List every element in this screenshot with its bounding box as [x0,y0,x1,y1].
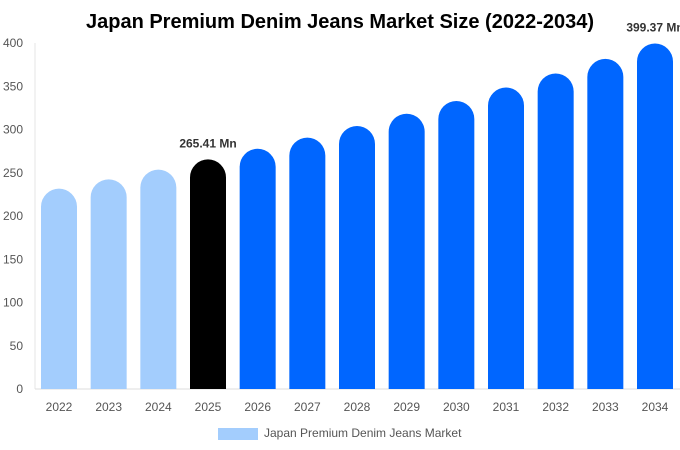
x-tick-label: 2028 [344,400,371,414]
y-tick-label: 200 [3,209,23,223]
y-tick-label: 250 [3,166,23,180]
bar-2034[interactable] [637,43,673,389]
y-tick-label: 300 [3,123,23,137]
bar-2031[interactable] [488,87,524,390]
bar-2032[interactable] [537,73,574,390]
y-tick-label: 350 [3,79,23,93]
bar-2025[interactable] [190,159,226,389]
x-tick-label: 2034 [642,400,669,414]
bar-2024[interactable] [140,169,177,389]
x-tick-label: 2030 [443,400,470,414]
x-axis: 2022 2023 2024 2025 2026 2027 2028 2029 2030 2031… [46,400,669,414]
y-tick-label: 0 [16,382,23,396]
x-tick-label: 2025 [195,400,222,414]
bar-2028[interactable] [339,125,375,390]
x-tick-label: 2026 [244,400,271,414]
data-label-2034: 399.37 Mn [626,21,680,35]
chart-title: Japan Premium Denim Jeans Market Size (2… [86,11,594,33]
bar-2030[interactable] [438,100,475,389]
data-label-2025: 265.41 Mn [179,136,236,150]
x-tick-label: 2031 [493,400,520,414]
data-labels: 265.41 Mn 399.37 Mn [179,21,680,151]
bar-2027[interactable] [289,137,326,389]
x-tick-label: 2033 [592,400,619,414]
bar-2023[interactable] [90,179,127,389]
y-tick-label: 400 [3,36,23,50]
bar-2029[interactable] [388,113,425,389]
bar-2022[interactable] [41,188,77,389]
x-tick-label: 2032 [542,400,569,414]
x-tick-label: 2023 [95,400,122,414]
y-tick-label: 150 [3,252,23,266]
legend-label: Japan Premium Denim Jeans Market [264,426,462,440]
y-tick-label: 100 [3,296,23,310]
y-tick-label: 50 [10,339,24,353]
bar-2033[interactable] [587,58,624,389]
legend-swatch [218,428,258,440]
x-tick-label: 2027 [294,400,321,414]
x-tick-label: 2029 [393,400,420,414]
x-tick-label: 2022 [46,400,73,414]
legend[interactable]: Japan Premium Denim Jeans Market [218,426,462,440]
bars [41,43,673,390]
bar-2026[interactable] [239,148,276,389]
x-tick-label: 2024 [145,400,172,414]
